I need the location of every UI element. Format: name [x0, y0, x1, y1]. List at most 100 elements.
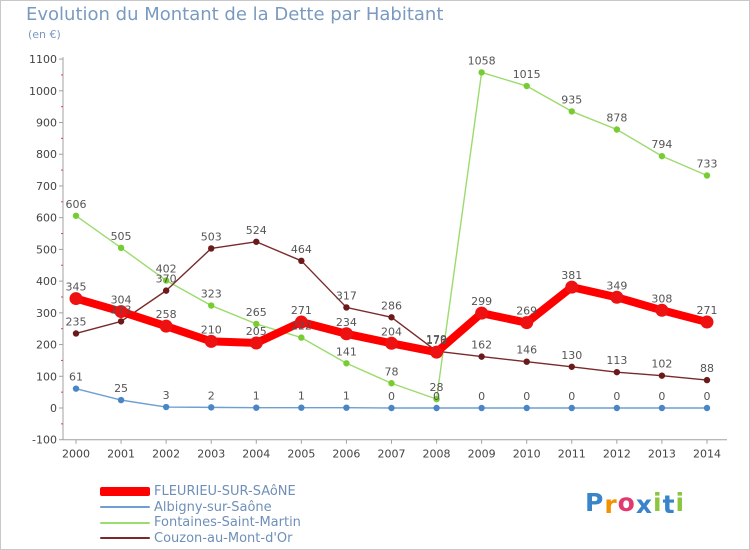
- y-tick-label: 1100: [29, 53, 57, 66]
- x-tick-label: 2001: [107, 448, 135, 461]
- data-label: 179: [426, 333, 447, 346]
- logo-letter: x: [635, 490, 653, 519]
- legend-item: Couzon-au-Mont-d'Or: [100, 531, 301, 547]
- logo-letter: t: [662, 490, 676, 519]
- logo-letter: P: [585, 488, 605, 517]
- data-label: 1058: [468, 54, 496, 67]
- x-tick-label: 2000: [62, 448, 90, 461]
- data-label: 78: [384, 365, 398, 378]
- x-tick-label: 2006: [332, 448, 360, 461]
- axes: -100010020030040050060070080090010001100…: [29, 53, 727, 461]
- data-label: 878: [606, 111, 627, 124]
- data-label: 88: [700, 362, 714, 375]
- data-label: 606: [66, 198, 87, 211]
- logo-letter: i: [675, 488, 686, 517]
- data-label: 235: [66, 315, 87, 328]
- data-point: [478, 353, 485, 360]
- data-label: 271: [696, 304, 717, 317]
- legend-item: FLEURIEU-SUR-SAôNE: [100, 484, 301, 500]
- legend-label: Albigny-sur-Saône: [154, 499, 272, 515]
- data-label: 299: [471, 295, 492, 308]
- data-label: 0: [658, 390, 665, 403]
- legend-item: Albigny-sur-Saône: [100, 500, 301, 516]
- data-point: [388, 380, 395, 387]
- data-point: [523, 82, 530, 90]
- data-point: [523, 358, 530, 365]
- x-tick-label: 2004: [242, 448, 270, 461]
- data-label: 1: [343, 390, 350, 403]
- data-label: 794: [651, 138, 672, 151]
- data-point: [613, 404, 621, 412]
- unit-label: (en €): [28, 28, 61, 41]
- data-point: [703, 404, 711, 412]
- data-label: 370: [156, 273, 177, 286]
- data-point: [294, 315, 308, 329]
- y-tick-label: 1000: [29, 85, 57, 98]
- data-label: 0: [703, 390, 710, 403]
- data-label: 146: [516, 344, 537, 357]
- legend-label: Couzon-au-Mont-d'Or: [154, 530, 293, 546]
- data-point: [613, 368, 621, 376]
- data-point: [343, 304, 350, 311]
- data-point: [162, 287, 170, 294]
- data-point: [339, 327, 353, 341]
- data-label: 269: [516, 305, 537, 318]
- data-label: 204: [381, 325, 402, 338]
- data-label: 258: [156, 308, 177, 321]
- proxiti-logo: Proxiti: [585, 488, 686, 519]
- legend-swatch: [100, 521, 150, 524]
- data-point: [430, 345, 444, 359]
- data-label: 141: [336, 345, 357, 358]
- data-point: [159, 319, 173, 333]
- data-point: [658, 372, 666, 379]
- data-point: [72, 385, 80, 392]
- data-point: [298, 404, 305, 411]
- data-label: 286: [381, 299, 402, 312]
- data-point: [208, 404, 215, 411]
- data-label: 113: [606, 354, 627, 367]
- data-point: [298, 257, 305, 265]
- logo-letter: o: [617, 488, 636, 517]
- legend-label: Fontaines-Saint-Martin: [154, 515, 301, 531]
- data-point: [433, 404, 440, 412]
- data-point: [610, 290, 624, 304]
- data-point: [249, 336, 263, 350]
- data-point: [343, 360, 350, 367]
- data-label: 0: [388, 390, 395, 403]
- legend-swatch: [100, 487, 150, 497]
- data-point: [114, 305, 128, 319]
- y-tick-label: 700: [36, 180, 57, 193]
- data-point: [72, 212, 80, 219]
- data-point: [388, 404, 395, 412]
- data-label: 524: [246, 224, 267, 237]
- data-point: [478, 404, 485, 412]
- data-point: [117, 318, 125, 325]
- data-point: [253, 238, 260, 245]
- y-tick-label: 100: [36, 370, 57, 383]
- data-point: [700, 315, 714, 329]
- data-label: 733: [696, 157, 717, 170]
- data-point: [568, 363, 575, 370]
- data-label: 402: [156, 262, 177, 275]
- x-tick-label: 2003: [197, 448, 225, 461]
- data-point: [478, 69, 485, 76]
- data-label: 464: [291, 243, 312, 256]
- data-point: [475, 306, 489, 320]
- legend-label: FLEURIEU-SUR-SAôNE: [154, 484, 296, 500]
- data-label: 102: [651, 358, 672, 371]
- data-label: 0: [478, 390, 485, 403]
- x-tick-label: 2005: [287, 448, 315, 461]
- data-point: [388, 314, 395, 321]
- data-label: 222: [291, 320, 312, 333]
- chart-title: Evolution du Montant de la Dette par Hab…: [26, 4, 444, 25]
- data-point: [658, 404, 666, 412]
- data-label: 28: [430, 381, 444, 394]
- data-label: 345: [66, 281, 87, 294]
- data-label: 210: [201, 323, 222, 336]
- y-tick-label: 200: [36, 339, 57, 352]
- y-tick-label: 300: [36, 307, 57, 320]
- data-label: 349: [606, 279, 627, 292]
- y-tick-label: 900: [36, 117, 57, 130]
- logo-letter: i: [653, 488, 663, 517]
